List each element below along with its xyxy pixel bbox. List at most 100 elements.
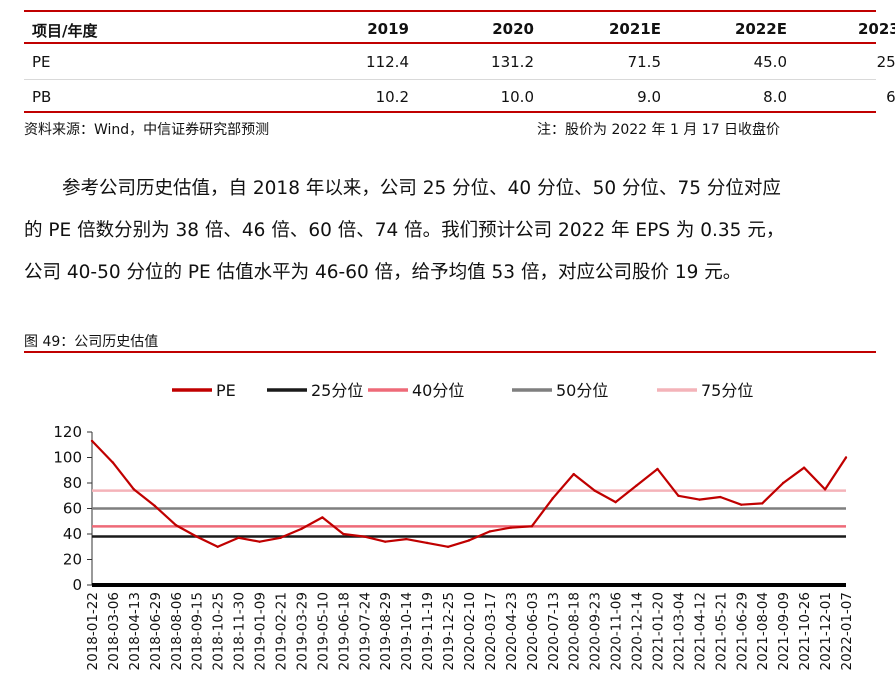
pe-point [719, 495, 722, 499]
x-tick-label: 2019-05-10 [315, 592, 331, 670]
x-tick-label: 2020-02-10 [462, 592, 478, 670]
table-header-row: 项目/年度 2019 2020 2021E 2022E 2023E [24, 12, 895, 44]
table-cell: 71.5 [627, 53, 661, 71]
pe-point [279, 536, 282, 540]
table-cell: 45.0 [753, 53, 787, 71]
pe-point [216, 545, 219, 548]
table-header-2023e: 2023E [858, 20, 895, 38]
pe-point [509, 526, 513, 529]
y-tick-label: 40 [63, 525, 82, 543]
pe-point [551, 497, 554, 500]
body-paragraph: 参考公司历史估值，自 2018 年以来，公司 25 分位、40 分位、50 分位… [24, 168, 876, 294]
table-row: PB 10.2 10.0 9.0 8.0 6.6 [24, 80, 895, 112]
table-cell: 6.6 [886, 88, 895, 106]
pe-point [593, 489, 596, 492]
legend-label: PE [216, 381, 236, 400]
table-header-label: 项目/年度 [32, 22, 98, 40]
pe-point [195, 535, 198, 538]
row-label: PB [32, 88, 52, 106]
legend-label: 75分位 [701, 381, 753, 400]
paragraph-line-2: 的 PE 倍数分别为 38 倍、46 倍、60 倍、74 倍。我们预计公司 20… [24, 220, 785, 241]
x-tick-label: 2018-10-25 [211, 592, 227, 670]
pe-point [111, 461, 115, 464]
pe-point [761, 502, 764, 505]
x-tick-label: 2018-04-13 [127, 592, 143, 670]
x-tick-label: 2019-07-24 [357, 592, 373, 670]
pe-point [342, 532, 345, 536]
pe-point [90, 439, 94, 443]
pe-point [425, 541, 429, 545]
table-cell: 10.2 [375, 88, 409, 106]
y-tick-label: 80 [63, 474, 82, 492]
table-cell: 112.4 [366, 53, 409, 71]
legend-label: 40分位 [412, 381, 464, 400]
pe-point [844, 456, 848, 459]
table-cell: 9.0 [637, 88, 661, 106]
pe-point [677, 494, 680, 497]
row-divider [24, 79, 876, 80]
table-header-2021e: 2021E [609, 20, 661, 38]
table-header-2022e: 2022E [735, 20, 787, 38]
x-tick-label: 2020-08-18 [567, 592, 583, 670]
pe-point [802, 466, 806, 469]
y-tick-label: 0 [72, 576, 82, 594]
x-tick-label: 2019-01-09 [253, 592, 269, 670]
x-tick-label: 2019-03-29 [294, 592, 310, 670]
table-header-rule [24, 42, 876, 44]
y-tick-label: 20 [63, 551, 82, 569]
x-tick-label: 2021-12-01 [818, 592, 834, 670]
pe-point [153, 504, 157, 508]
x-tick-label: 2018-03-06 [106, 592, 122, 670]
figure-title: 图 49：公司历史估值 [24, 334, 159, 350]
pe-point [258, 540, 261, 543]
pe-point [446, 545, 450, 548]
x-tick-label: 2020-11-06 [609, 592, 625, 670]
x-tick-label: 2020-09-23 [588, 592, 604, 670]
pe-point [321, 516, 324, 519]
pe-point [174, 523, 177, 527]
table-header-2020: 2020 [492, 20, 534, 38]
x-tick-label: 2018-08-06 [169, 592, 185, 670]
x-tick-label: 2019-08-29 [378, 592, 394, 670]
pe-point [467, 539, 471, 542]
price-note: 注：股价为 2022 年 1 月 17 日收盘价 [537, 122, 781, 138]
pe-point [132, 488, 136, 491]
x-tick-label: 2021-06-29 [734, 592, 750, 670]
x-tick-label: 2019-11-19 [420, 592, 436, 670]
x-tick-label: 2021-09-09 [776, 592, 792, 670]
table-cell: 10.0 [500, 88, 534, 106]
x-tick-label: 2020-06-03 [525, 592, 541, 670]
y-tick-label: 120 [53, 423, 82, 441]
x-tick-label: 2019-12-25 [441, 592, 457, 670]
x-tick-label: 2021-10-26 [797, 592, 813, 670]
x-tick-label: 2020-12-14 [630, 592, 646, 670]
x-tick-label: 2018-06-29 [148, 592, 164, 670]
table-cell: 8.0 [763, 88, 787, 106]
x-tick-label: 2021-08-04 [755, 592, 771, 670]
table-header-2019: 2019 [367, 20, 409, 38]
y-tick-label: 60 [63, 500, 82, 518]
pe-point [384, 540, 387, 543]
pe-point [740, 503, 743, 506]
x-tick-label: 2020-03-17 [483, 592, 499, 670]
x-tick-label: 2019-10-14 [399, 592, 415, 670]
row-label: PE [32, 53, 51, 71]
y-tick-label: 100 [53, 449, 82, 467]
pe-point [781, 481, 785, 485]
x-tick-label: 2021-04-12 [692, 592, 708, 670]
legend-label: 50分位 [556, 381, 608, 400]
x-tick-label: 2021-01-20 [651, 592, 667, 670]
pe-point [300, 527, 303, 531]
table-cell: 131.2 [491, 53, 534, 71]
x-tick-label: 2021-05-21 [713, 592, 729, 670]
x-tick-label: 2020-07-13 [546, 592, 562, 670]
x-tick-label: 2020-04-23 [504, 592, 520, 670]
pe-point [614, 500, 617, 504]
table-bottom-rule [24, 111, 876, 113]
paragraph-line-1: 参考公司历史估值，自 2018 年以来，公司 25 分位、40 分位、50 分位… [62, 178, 781, 199]
table-row: PE 112.4 131.2 71.5 45.0 25.0 [24, 45, 895, 77]
pe-point [656, 467, 659, 471]
pe-point [572, 472, 575, 476]
pe-point [404, 537, 408, 541]
x-tick-label: 2022-01-07 [839, 592, 855, 670]
